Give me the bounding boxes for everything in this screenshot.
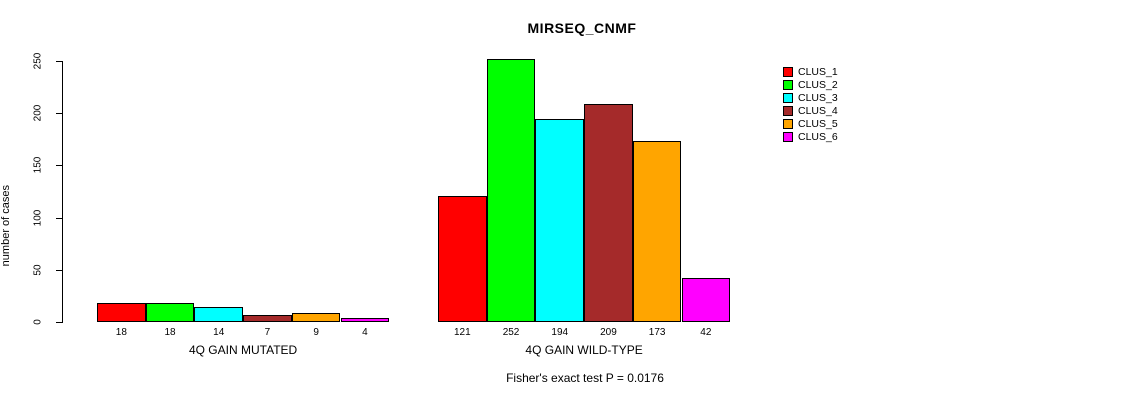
y-tick-label: 50 bbox=[32, 264, 44, 276]
bar-clus_6-1 bbox=[340, 317, 390, 322]
bar-value-label: 194 bbox=[551, 327, 569, 338]
bar-value-label: 42 bbox=[700, 327, 712, 338]
x-group-label: 4Q GAIN MUTATED bbox=[188, 343, 298, 357]
legend-item-clus-1: CLUS_1 bbox=[783, 65, 838, 78]
bar-clus_1-2 bbox=[438, 195, 487, 322]
bar-clus_2-1 bbox=[145, 303, 195, 322]
y-tick-label: 0 bbox=[32, 319, 44, 325]
bar-value-label: 252 bbox=[502, 327, 520, 338]
legend-item-clus-2: CLUS_2 bbox=[783, 78, 838, 91]
annotation-text: Fisher's exact test P = 0.0176 bbox=[506, 371, 664, 385]
legend-label-clus-1: CLUS_1 bbox=[798, 65, 838, 78]
bar-clus_5-1 bbox=[291, 312, 341, 322]
bar-clus_1-1 bbox=[97, 303, 146, 322]
y-tick-label: 250 bbox=[32, 52, 44, 70]
legend-swatch-clus-1 bbox=[783, 66, 793, 77]
bar-value-label: 173 bbox=[648, 327, 666, 338]
legend-swatch-clus-5 bbox=[783, 118, 793, 129]
bar-clus_4-2 bbox=[584, 103, 633, 322]
y-tick bbox=[56, 269, 62, 271]
legend-label-clus-5: CLUS_5 bbox=[798, 117, 838, 130]
bar-value-label: 4 bbox=[362, 327, 368, 338]
legend-item-clus-5: CLUS_5 bbox=[783, 117, 838, 130]
y-tick-label: 150 bbox=[32, 157, 44, 174]
legend-swatch-clus-4 bbox=[783, 105, 793, 116]
bar-value-label: 18 bbox=[115, 327, 127, 338]
y-tick bbox=[56, 113, 62, 115]
bar-clus_6-2 bbox=[681, 278, 731, 322]
bar-value-label: 7 bbox=[264, 327, 271, 338]
legend-item-clus-4: CLUS_4 bbox=[783, 104, 838, 117]
bar-value-label: 14 bbox=[213, 327, 225, 338]
y-tick bbox=[56, 322, 62, 323]
legend-swatch-clus-2 bbox=[783, 79, 793, 90]
chart-title: MIRSEQ_CNMF bbox=[527, 20, 637, 36]
legend-swatch-clus-6 bbox=[783, 131, 793, 142]
legend-label-clus-3: CLUS_3 bbox=[798, 91, 838, 104]
bar-clus_5-2 bbox=[632, 141, 682, 322]
y-tick bbox=[56, 217, 62, 219]
x-group-label: 4Q GAIN WILD-TYPE bbox=[525, 343, 643, 357]
y-tick-label: 200 bbox=[32, 104, 44, 122]
bar-clus_3-1 bbox=[194, 307, 244, 322]
legend-label-clus-6: CLUS_6 bbox=[798, 130, 838, 143]
bar-clus_3-2 bbox=[535, 119, 585, 322]
bar-value-label: 121 bbox=[454, 327, 471, 338]
bar-clus_4-1 bbox=[243, 314, 292, 322]
y-axis-line bbox=[62, 61, 63, 323]
legend-item-clus-6: CLUS_6 bbox=[783, 130, 838, 143]
bar-value-label: 209 bbox=[600, 327, 617, 338]
bar-value-label: 9 bbox=[313, 327, 319, 338]
bar-value-label: 18 bbox=[164, 327, 176, 338]
y-tick-label: 100 bbox=[32, 209, 44, 226]
legend-label-clus-2: CLUS_2 bbox=[798, 78, 838, 91]
y-tick bbox=[56, 165, 62, 167]
legend-label-clus-4: CLUS_4 bbox=[798, 104, 838, 117]
y-tick bbox=[56, 61, 62, 62]
legend: CLUS_1 CLUS_2 CLUS_3 CLUS_4 CLUS_5 CLUS_… bbox=[783, 65, 838, 143]
bar-clus_2-2 bbox=[486, 58, 536, 322]
legend-item-clus-3: CLUS_3 bbox=[783, 91, 838, 104]
legend-swatch-clus-3 bbox=[783, 92, 793, 103]
